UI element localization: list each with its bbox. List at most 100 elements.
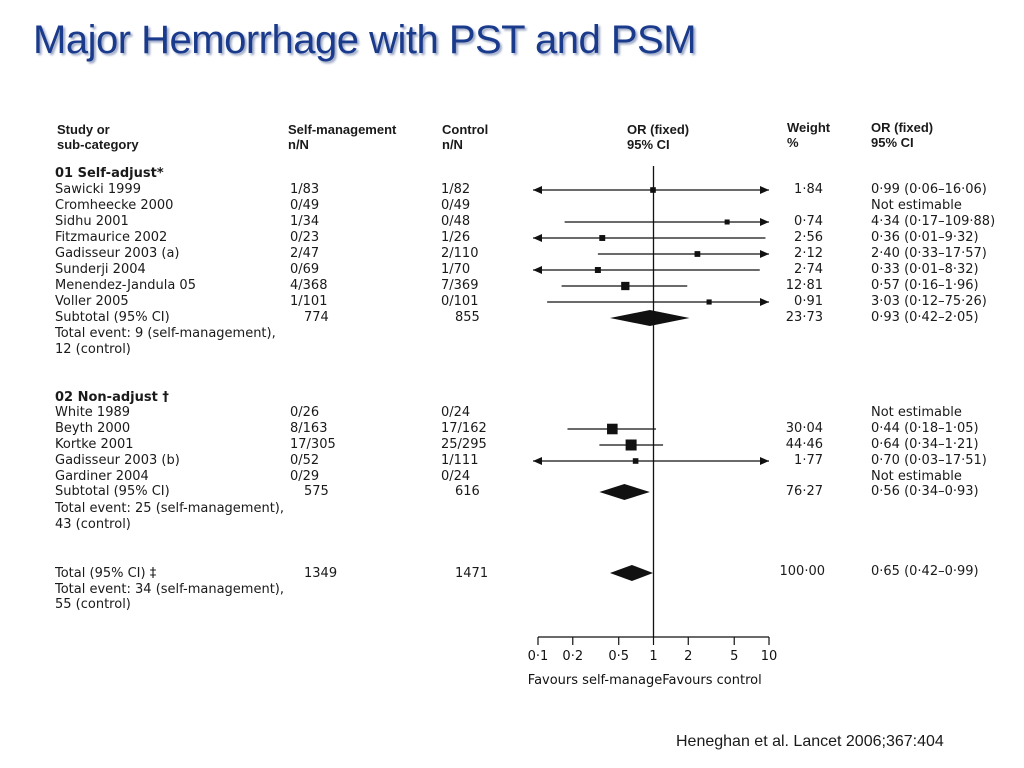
ci-arrow-left — [533, 457, 542, 465]
pooled-diamond — [609, 565, 653, 581]
ci-arrow-right — [760, 457, 769, 465]
control-value: 7/369 — [441, 278, 479, 293]
header-study-line1: Study or — [57, 122, 110, 137]
self-value: 0/26 — [290, 405, 320, 420]
or-ci-value: 0·99 (0·06–16·06) — [871, 182, 987, 197]
point-estimate — [706, 299, 712, 305]
total-events: Total event: 9 (self-management), — [55, 326, 276, 341]
or-ci-value: 0·36 (0·01–9·32) — [871, 230, 979, 245]
self-value: 0/52 — [290, 453, 320, 468]
weight-value: 1·84 — [794, 182, 823, 197]
citation: Heneghan et al. Lancet 2006;367:404 — [676, 733, 944, 750]
self-value: 1/83 — [290, 182, 320, 197]
or-ci-value: 0·33 (0·01–8·32) — [871, 262, 979, 277]
ci-arrow-right — [760, 186, 769, 194]
point-estimate — [632, 458, 639, 464]
point-estimate — [607, 423, 618, 435]
self-value: 1/101 — [290, 294, 328, 309]
point-estimate — [724, 219, 730, 225]
subtotal-weight: 23·73 — [785, 310, 823, 325]
or-ci-value: Not estimable — [871, 469, 962, 484]
or-ci-value: 0·64 (0·34–1·21) — [871, 437, 979, 452]
self-value: 0/49 — [290, 198, 320, 213]
total-label: Total (95% CI) ‡ — [55, 566, 157, 581]
header-control: Control n/N — [442, 122, 488, 152]
header-study: Study or sub-category — [57, 122, 139, 152]
header-orci-line1: OR (fixed) — [871, 120, 934, 135]
study-name: Beyth 2000 — [55, 421, 131, 436]
x-tick-label: 0·2 — [562, 649, 583, 664]
control-value: 1/82 — [441, 182, 471, 197]
control-value: 17/162 — [441, 421, 487, 436]
study-name: Sidhu 2001 — [55, 214, 129, 229]
subtotal-or-ci: 0·56 (0·34–0·93) — [871, 484, 979, 499]
favours-right-label: Favours control — [662, 673, 761, 688]
pooled-diamond — [599, 484, 650, 500]
total-events-control: 12 (control) — [55, 342, 131, 357]
or-ci-value: 4·34 (0·17–109·88) — [871, 214, 996, 229]
control-value: 1/26 — [441, 230, 471, 245]
ci-arrow-right — [760, 250, 769, 258]
study-name: Voller 2005 — [55, 294, 129, 309]
control-value: 0/48 — [441, 214, 471, 229]
point-estimate — [694, 251, 701, 257]
point-estimate — [594, 267, 601, 273]
header-self-line1: Self-management — [288, 122, 397, 137]
total-events-overall: Total event: 34 (self-management), — [55, 582, 285, 597]
subtotal-control: 855 — [455, 310, 480, 325]
total-events-overall-control: 55 (control) — [55, 597, 131, 612]
self-value: 0/23 — [290, 230, 320, 245]
header-self: Self-management n/N — [288, 122, 396, 152]
subtotal-control: 616 — [455, 484, 480, 499]
ci-arrow-right — [760, 298, 769, 306]
ci-arrow-left — [533, 186, 542, 194]
header-study-line2: sub-category — [57, 137, 139, 152]
weight-value: 1·77 — [794, 453, 823, 468]
header-self-line2: n/N — [288, 137, 309, 152]
self-value: 1/34 — [290, 214, 320, 229]
header-control-line2: n/N — [442, 137, 463, 152]
header-or-line2: 95% CI — [627, 137, 670, 152]
subtotal-self: 774 — [304, 310, 329, 325]
study-name: Kortke 2001 — [55, 437, 134, 452]
total-weight: 100·00 — [779, 564, 826, 579]
weight-value: 12·81 — [785, 278, 823, 293]
control-value: 2/110 — [441, 246, 479, 261]
point-estimate — [599, 235, 606, 241]
weight-value: 2·74 — [794, 262, 823, 277]
header-orci: OR (fixed) 95% CI — [871, 120, 933, 150]
or-ci-value: 2·40 (0·33–17·57) — [871, 246, 987, 261]
ci-arrow-right — [760, 218, 769, 226]
weight-value: 30·04 — [785, 421, 823, 436]
study-name: Gadisseur 2003 (a) — [55, 246, 180, 261]
or-ci-value: 0·44 (0·18–1·05) — [871, 421, 979, 436]
x-tick-label: 5 — [730, 649, 738, 664]
header-control-line1: Control — [442, 122, 489, 137]
weight-value: 2·56 — [794, 230, 823, 245]
control-value: 0/24 — [441, 405, 471, 420]
ci-arrow-left — [533, 234, 542, 242]
or-ci-value: 3·03 (0·12–75·26) — [871, 294, 987, 309]
subtotal-label: Subtotal (95% CI) — [55, 484, 170, 499]
header-or-line1: OR (fixed) — [627, 122, 690, 137]
weight-value: 44·46 — [785, 437, 823, 452]
weight-value: 0·91 — [794, 294, 823, 309]
x-tick-label: 2 — [684, 649, 692, 664]
subtotal-self: 575 — [304, 484, 329, 499]
group-heading: 01 Self-adjust* — [55, 166, 164, 181]
control-value: 0/49 — [441, 198, 471, 213]
x-tick-label: 0·5 — [608, 649, 629, 664]
point-estimate — [621, 281, 630, 291]
total-events-control: 43 (control) — [55, 517, 131, 532]
self-value: 0/69 — [290, 262, 320, 277]
or-ci-value: Not estimable — [871, 405, 962, 420]
study-name: Gardiner 2004 — [55, 469, 149, 484]
pooled-diamond — [609, 310, 690, 326]
subtotal-weight: 76·27 — [785, 484, 823, 499]
self-value: 0/29 — [290, 469, 320, 484]
header-weight-line1: Weight — [787, 120, 831, 135]
x-tick-label: 0·1 — [528, 649, 549, 664]
subtotal-or-ci: 0·93 (0·42–2·05) — [871, 310, 979, 325]
header-weight-line2: % — [787, 135, 799, 150]
